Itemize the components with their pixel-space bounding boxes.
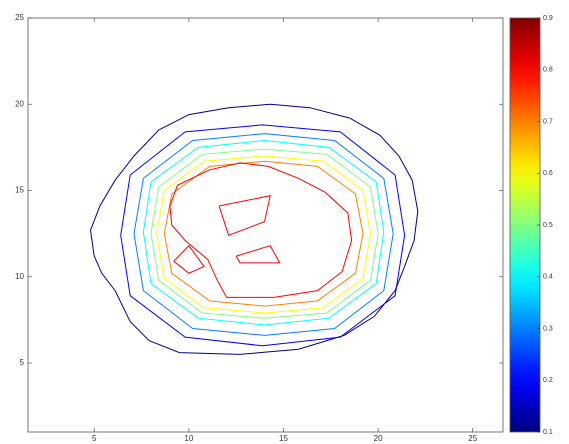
y-tick-label: 5 bbox=[20, 358, 25, 367]
contour-line bbox=[120, 124, 406, 347]
contour-line bbox=[156, 155, 371, 314]
colorbar-tick-label: 0.8 bbox=[543, 67, 553, 74]
contour-line bbox=[218, 195, 271, 236]
y-tick-label: 10 bbox=[15, 272, 24, 281]
contour-line bbox=[133, 133, 394, 336]
contour-line bbox=[163, 160, 364, 307]
contour-line bbox=[150, 148, 379, 319]
colorbar-tick-label: 0.2 bbox=[543, 377, 553, 384]
contour-line bbox=[235, 245, 281, 264]
y-tick-label: 25 bbox=[15, 13, 24, 22]
y-tick-label: 20 bbox=[15, 99, 24, 108]
contour-line bbox=[169, 162, 353, 298]
x-tick-label: 15 bbox=[279, 434, 288, 443]
x-tick-label: 20 bbox=[374, 434, 383, 443]
y-tick-label: 15 bbox=[15, 186, 24, 195]
plot-area bbox=[27, 17, 504, 433]
colorbar-tick-label: 0.6 bbox=[543, 170, 553, 177]
x-tick-label: 25 bbox=[468, 434, 477, 443]
contour-line bbox=[173, 244, 205, 274]
colorbar-tick-label: 0.9 bbox=[543, 15, 553, 22]
colorbar-tick-label: 0.7 bbox=[543, 118, 553, 125]
x-tick-label: 5 bbox=[92, 434, 97, 443]
contour-line bbox=[89, 103, 419, 355]
x-tick-label: 10 bbox=[184, 434, 193, 443]
colorbar-tick-label: 0.3 bbox=[543, 325, 553, 332]
contour-line bbox=[142, 139, 385, 326]
colorbar-tick-label: 0.4 bbox=[543, 274, 553, 281]
colorbar-tick-label: 0.5 bbox=[543, 222, 553, 229]
colorbar bbox=[509, 17, 541, 433]
colorbar-tick-label: 0.1 bbox=[543, 429, 553, 436]
